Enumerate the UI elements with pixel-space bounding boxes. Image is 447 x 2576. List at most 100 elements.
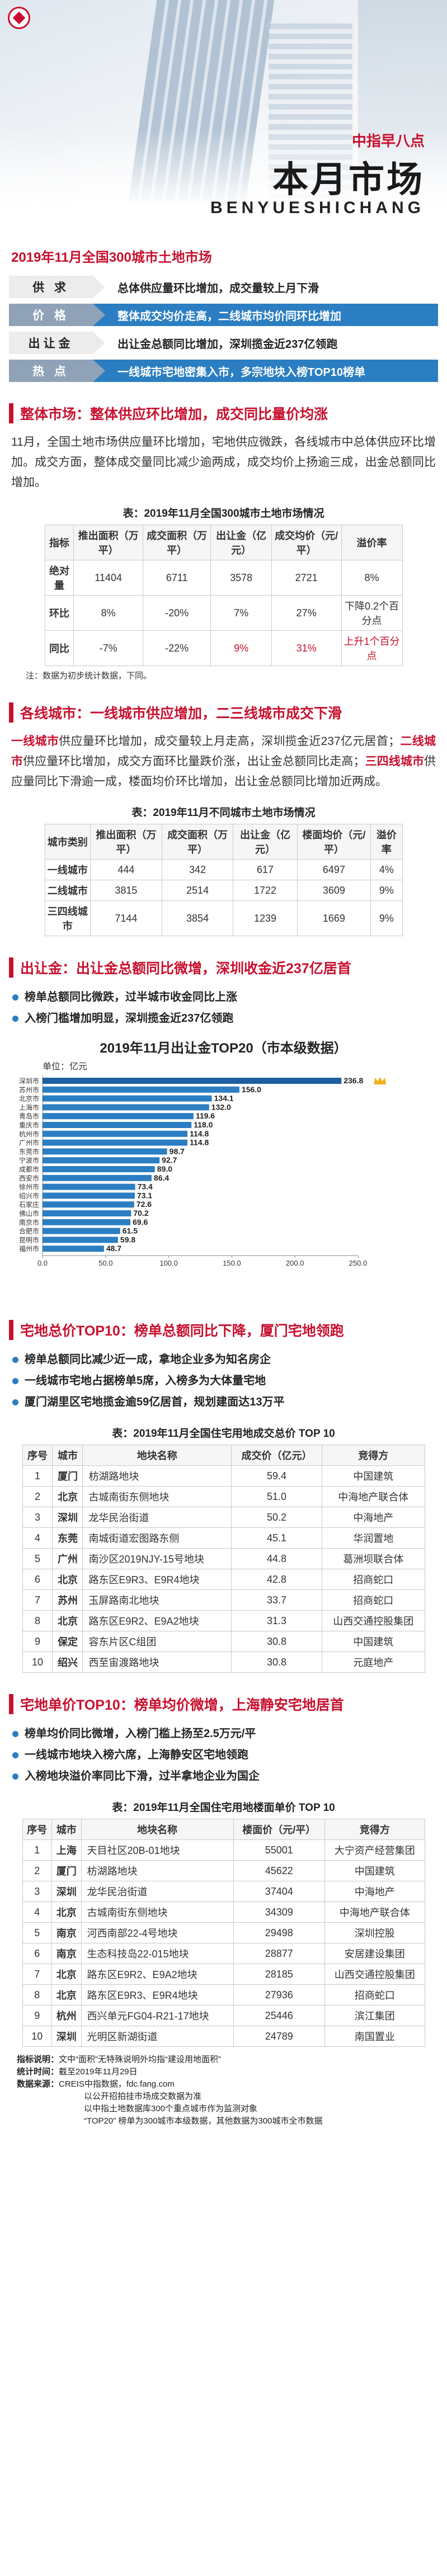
column-header: 溢价率 [370, 824, 403, 860]
table-cell: 29498 [233, 1922, 325, 1943]
data-label: 92.7 [162, 1155, 177, 1164]
category-label: 南京市 [19, 1218, 39, 1226]
table-cell: 5 [22, 1548, 53, 1569]
table-cell: 10 [22, 1652, 53, 1673]
table-cell: 西至宙渡路地块 [82, 1652, 232, 1673]
table-cell: 中国建筑 [321, 1465, 425, 1487]
table-cell: 葛洲坝联合体 [321, 1548, 425, 1569]
table-cell: 滨江集团 [324, 2005, 425, 2026]
table-row: 8 北京 路东区E9R3、E9R4地块 27936 招商蛇口 [22, 1984, 425, 2006]
highlight-term: 三四线城市 [365, 755, 425, 768]
bullet-item: 厦门湖里区宅地揽金逾59亿居首，规划建面达13万平 [11, 1391, 436, 1413]
highlight-term: 一线城市 [11, 735, 59, 748]
section-header: 出让金：出让金总额同比微增，深圳收金近237亿居首 [9, 957, 438, 978]
table-cell: 51.0 [231, 1486, 322, 1507]
table-cell: 33.7 [231, 1589, 322, 1611]
market-table: 指标 推出面积（万平） 成交面积（万平） 出让金（亿元） 成交均价（元/平） 溢价率 绝对量… [44, 525, 403, 666]
table-cell: 河西南部22-4号地块 [81, 1922, 234, 1943]
table-cell: 中海地产 [324, 1881, 425, 1902]
data-label: 73.1 [137, 1191, 152, 1200]
table-cell: 北京 [52, 1610, 83, 1631]
summary-text: 一线城市宅地密集入市，多宗地块入榜TOP10榜单 [93, 360, 438, 382]
column-header: 出让金（亿元） [210, 525, 272, 560]
column-header: 成交均价（元/平） [271, 525, 342, 560]
table-cell: 37404 [233, 1881, 325, 1902]
section-header: 宅地单价TOP10：榜单均价微增，上海静安宅地居首 [9, 1694, 438, 1714]
table-cell: 27936 [233, 1984, 325, 2006]
table-note: 注：数据为初步统计数据，下同。 [26, 671, 152, 681]
table-title: 表：2019年11月全国300城市土地市场情况 [123, 508, 324, 520]
summary-text: 出让金总额同比增加，深圳揽金近237亿领跑 [93, 332, 438, 354]
data-label: 70.2 [133, 1209, 148, 1218]
category-label: 成都市 [19, 1165, 39, 1173]
column-header: 序号 [22, 1819, 53, 1840]
table-row: 4 东莞 南城街道宏图路东侧 45.1 华润置地 [22, 1527, 425, 1549]
table-row: 绝对量 11404 6711 3578 2721 8% [44, 560, 403, 596]
section-header: 宅地总价TOP10：榜单总额同比下降，厦门宅地领跑 [9, 1320, 438, 1340]
table-cell: 34309 [233, 1902, 325, 1923]
table-cell: -22% [142, 630, 211, 666]
table-row: 三四线城市 7144 3854 1239 1669 9% [44, 900, 403, 936]
bar [43, 1130, 187, 1137]
column-header: 推出面积（万平） [90, 824, 162, 860]
table-cell: 4 [22, 1902, 53, 1923]
table-cell: 45622 [233, 1860, 325, 1881]
table-row: 环比 8% -20% 7% 27% 下降0.2个百分点 [44, 595, 403, 631]
bar [43, 1078, 342, 1084]
table-cell: 南国置业 [324, 2026, 425, 2047]
x-tick-label: 50.0 [98, 1259, 112, 1267]
table-cell: 容东片区C组团 [82, 1631, 232, 1652]
table-cell: 杭州 [51, 2005, 82, 2026]
category-label: 上海市 [19, 1103, 39, 1111]
table-cell: 同比 [44, 630, 74, 666]
table-cell: 9 [22, 2005, 53, 2026]
table-cell: 3 [22, 1507, 53, 1528]
table-row: 4 北京 古城南街东侧地块 34309 中海地产联合体 [22, 1902, 425, 1923]
bullet-list: 榜单均价同比微增，入榜门槛上扬至2.5万元/平 一线城市地块入榜六席，上海静安区宅… [0, 1723, 447, 1787]
table-cell: 7144 [90, 900, 162, 936]
category-label: 深圳市 [19, 1077, 39, 1085]
table-cell: 中海地产 [321, 1507, 425, 1528]
column-header: 出让金（亿元） [233, 824, 298, 860]
category-label: 杭州市 [19, 1130, 39, 1138]
table-row: 10 绍兴 西至宙渡路地块 30.8 元庭地产 [22, 1652, 425, 1673]
data-label: 89.0 [157, 1164, 172, 1173]
table-cell: 龙华民治街道 [81, 1881, 234, 1902]
table-row: 3 深圳 龙华民治街道 37404 中海地产 [22, 1881, 425, 1902]
summary-label: 价 格 [9, 304, 93, 326]
section-title: 宅地单价TOP10：榜单均价微增，上海静安宅地居首 [20, 1697, 344, 1713]
table-cell: 苏州 [52, 1589, 83, 1611]
data-label: 119.6 [196, 1111, 215, 1120]
table-cell: 7% [210, 595, 272, 631]
table-cell: 30.8 [231, 1652, 322, 1673]
bar [43, 1139, 187, 1146]
highlight-term: 二线城市 [11, 735, 436, 768]
bar [43, 1166, 155, 1172]
table-row: 7 苏州 玉屏路南北地块 33.7 招商蛇口 [22, 1589, 425, 1611]
table-cell: 59.4 [231, 1465, 322, 1487]
table-title: 表：2019年11月全国住宅用地楼面单价 TOP 10 [112, 1802, 335, 1814]
column-header: 竞得方 [321, 1445, 425, 1466]
bar [43, 1122, 192, 1128]
table-row: 6 南京 生态科技岛22-015地块 28877 安居建设集团 [22, 1943, 425, 1964]
bullet-list: 榜单总额同比减少近一成，拿地企业多为知名房企 一线城市宅地占据榜单5席，入榜多为大… [0, 1349, 447, 1413]
table-cell: 7 [22, 1589, 53, 1611]
hero-pinyin: BENYUESHICHANG [210, 199, 425, 217]
column-header: 城市 [52, 1445, 83, 1466]
table-cell: 北京 [51, 1984, 82, 2006]
category-label: 苏州市 [19, 1086, 39, 1094]
data-label: 132.0 [211, 1102, 231, 1111]
table-cell: 北京 [51, 1964, 82, 1985]
column-header: 指标 [44, 525, 74, 560]
category-label: 东莞市 [19, 1147, 39, 1155]
table-cell: 山西交通控股集团 [324, 1964, 425, 1985]
bullet-item: 一线城市地块入榜六席，上海静安区宅地领跑 [11, 1744, 436, 1766]
table-cell: 7 [22, 1964, 53, 1985]
bullet-item: 榜单均价同比微增，入榜门槛上扬至2.5万元/平 [11, 1723, 436, 1744]
table-cell: 大宁资产经营集团 [324, 1839, 425, 1861]
table-cell: 1669 [297, 900, 371, 936]
table-cell: 8 [22, 1984, 53, 2006]
table-cell: 6497 [297, 859, 371, 880]
data-label: 72.6 [137, 1200, 152, 1209]
table-cell: 南京 [51, 1943, 82, 1964]
